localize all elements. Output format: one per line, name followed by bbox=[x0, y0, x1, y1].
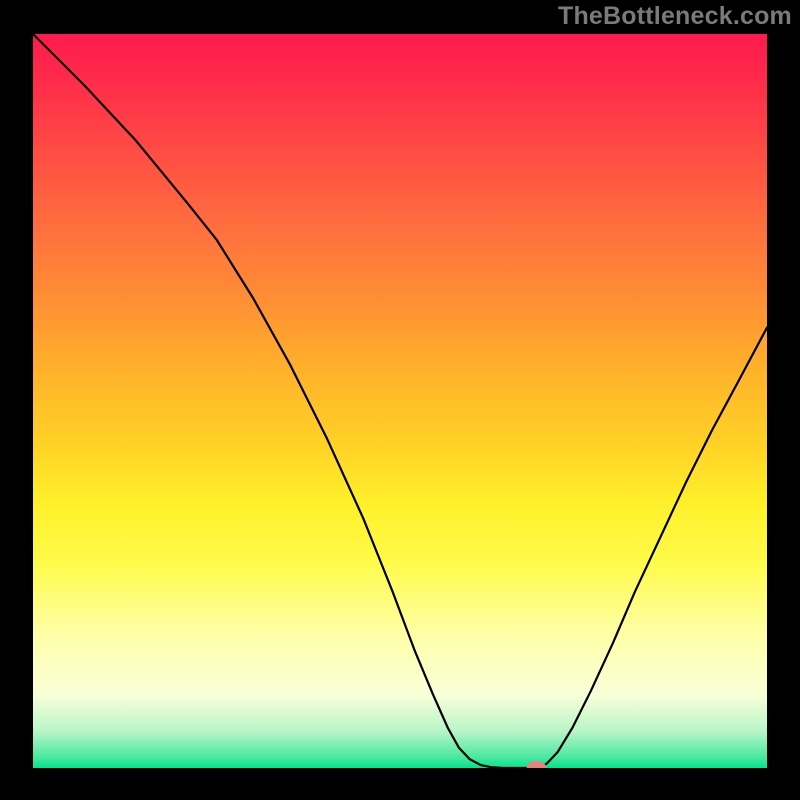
bottleneck-chart bbox=[0, 0, 800, 800]
chart-container: TheBottleneck.com bbox=[0, 0, 800, 800]
frame-right bbox=[767, 0, 800, 800]
plot-background bbox=[33, 34, 767, 768]
frame-left bbox=[0, 0, 33, 800]
watermark-text: TheBottleneck.com bbox=[558, 2, 792, 31]
frame-bottom bbox=[0, 768, 800, 800]
